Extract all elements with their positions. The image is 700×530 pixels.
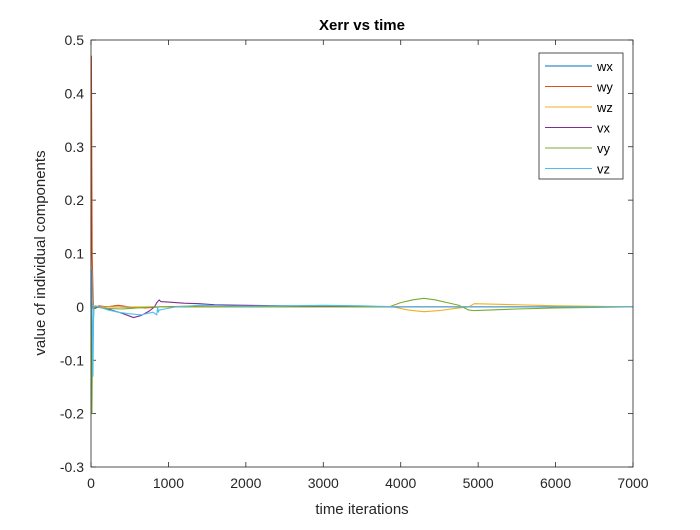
chart-title: Xerr vs time — [319, 17, 405, 34]
y-tick-label: -0.3 — [60, 459, 84, 475]
legend-label-wz: wz — [596, 100, 613, 115]
plot-frame — [90, 39, 634, 468]
legend-label-wx: wx — [596, 59, 613, 74]
series-group — [90, 55, 634, 415]
y-tick-label: 0.5 — [65, 32, 85, 48]
x-tick-label: 7000 — [617, 475, 648, 491]
tick-group: 0 1000 2000 3000 4000 5000 6000 7000 -0.3 -0.2 -0.… — [60, 32, 649, 491]
y-tick-label: 0.1 — [65, 246, 85, 262]
y-axis-label: value of individual components — [32, 150, 49, 355]
legend-box — [538, 52, 624, 180]
x-tick-label: 2000 — [230, 475, 261, 491]
x-tick-label: 3000 — [308, 475, 339, 491]
y-tick-label: 0 — [76, 299, 84, 315]
series-line-vy — [90, 297, 634, 415]
y-tick-label: 0.2 — [65, 192, 85, 208]
x-tick-label: 5000 — [463, 475, 494, 491]
y-tick-label: -0.1 — [60, 352, 84, 368]
legend-label-wy: wy — [596, 80, 613, 95]
x-tick-label: 0 — [87, 475, 95, 491]
y-tick-label: -0.2 — [60, 406, 84, 422]
x-axis-label: time iterations — [315, 501, 408, 518]
series-line-vz — [90, 268, 633, 377]
legend-label-vz: vz — [597, 162, 610, 177]
y-tick-label: 0.3 — [65, 139, 85, 155]
x-tick-label: 1000 — [153, 475, 184, 491]
x-tick-label: 4000 — [385, 475, 416, 491]
legend: wx wy wz vx vy vz — [538, 52, 624, 180]
legend-label-vy: vy — [597, 141, 611, 156]
x-tick-label: 6000 — [540, 475, 571, 491]
y-tick-label: 0.4 — [65, 85, 85, 101]
legend-label-vx: vx — [597, 121, 611, 136]
